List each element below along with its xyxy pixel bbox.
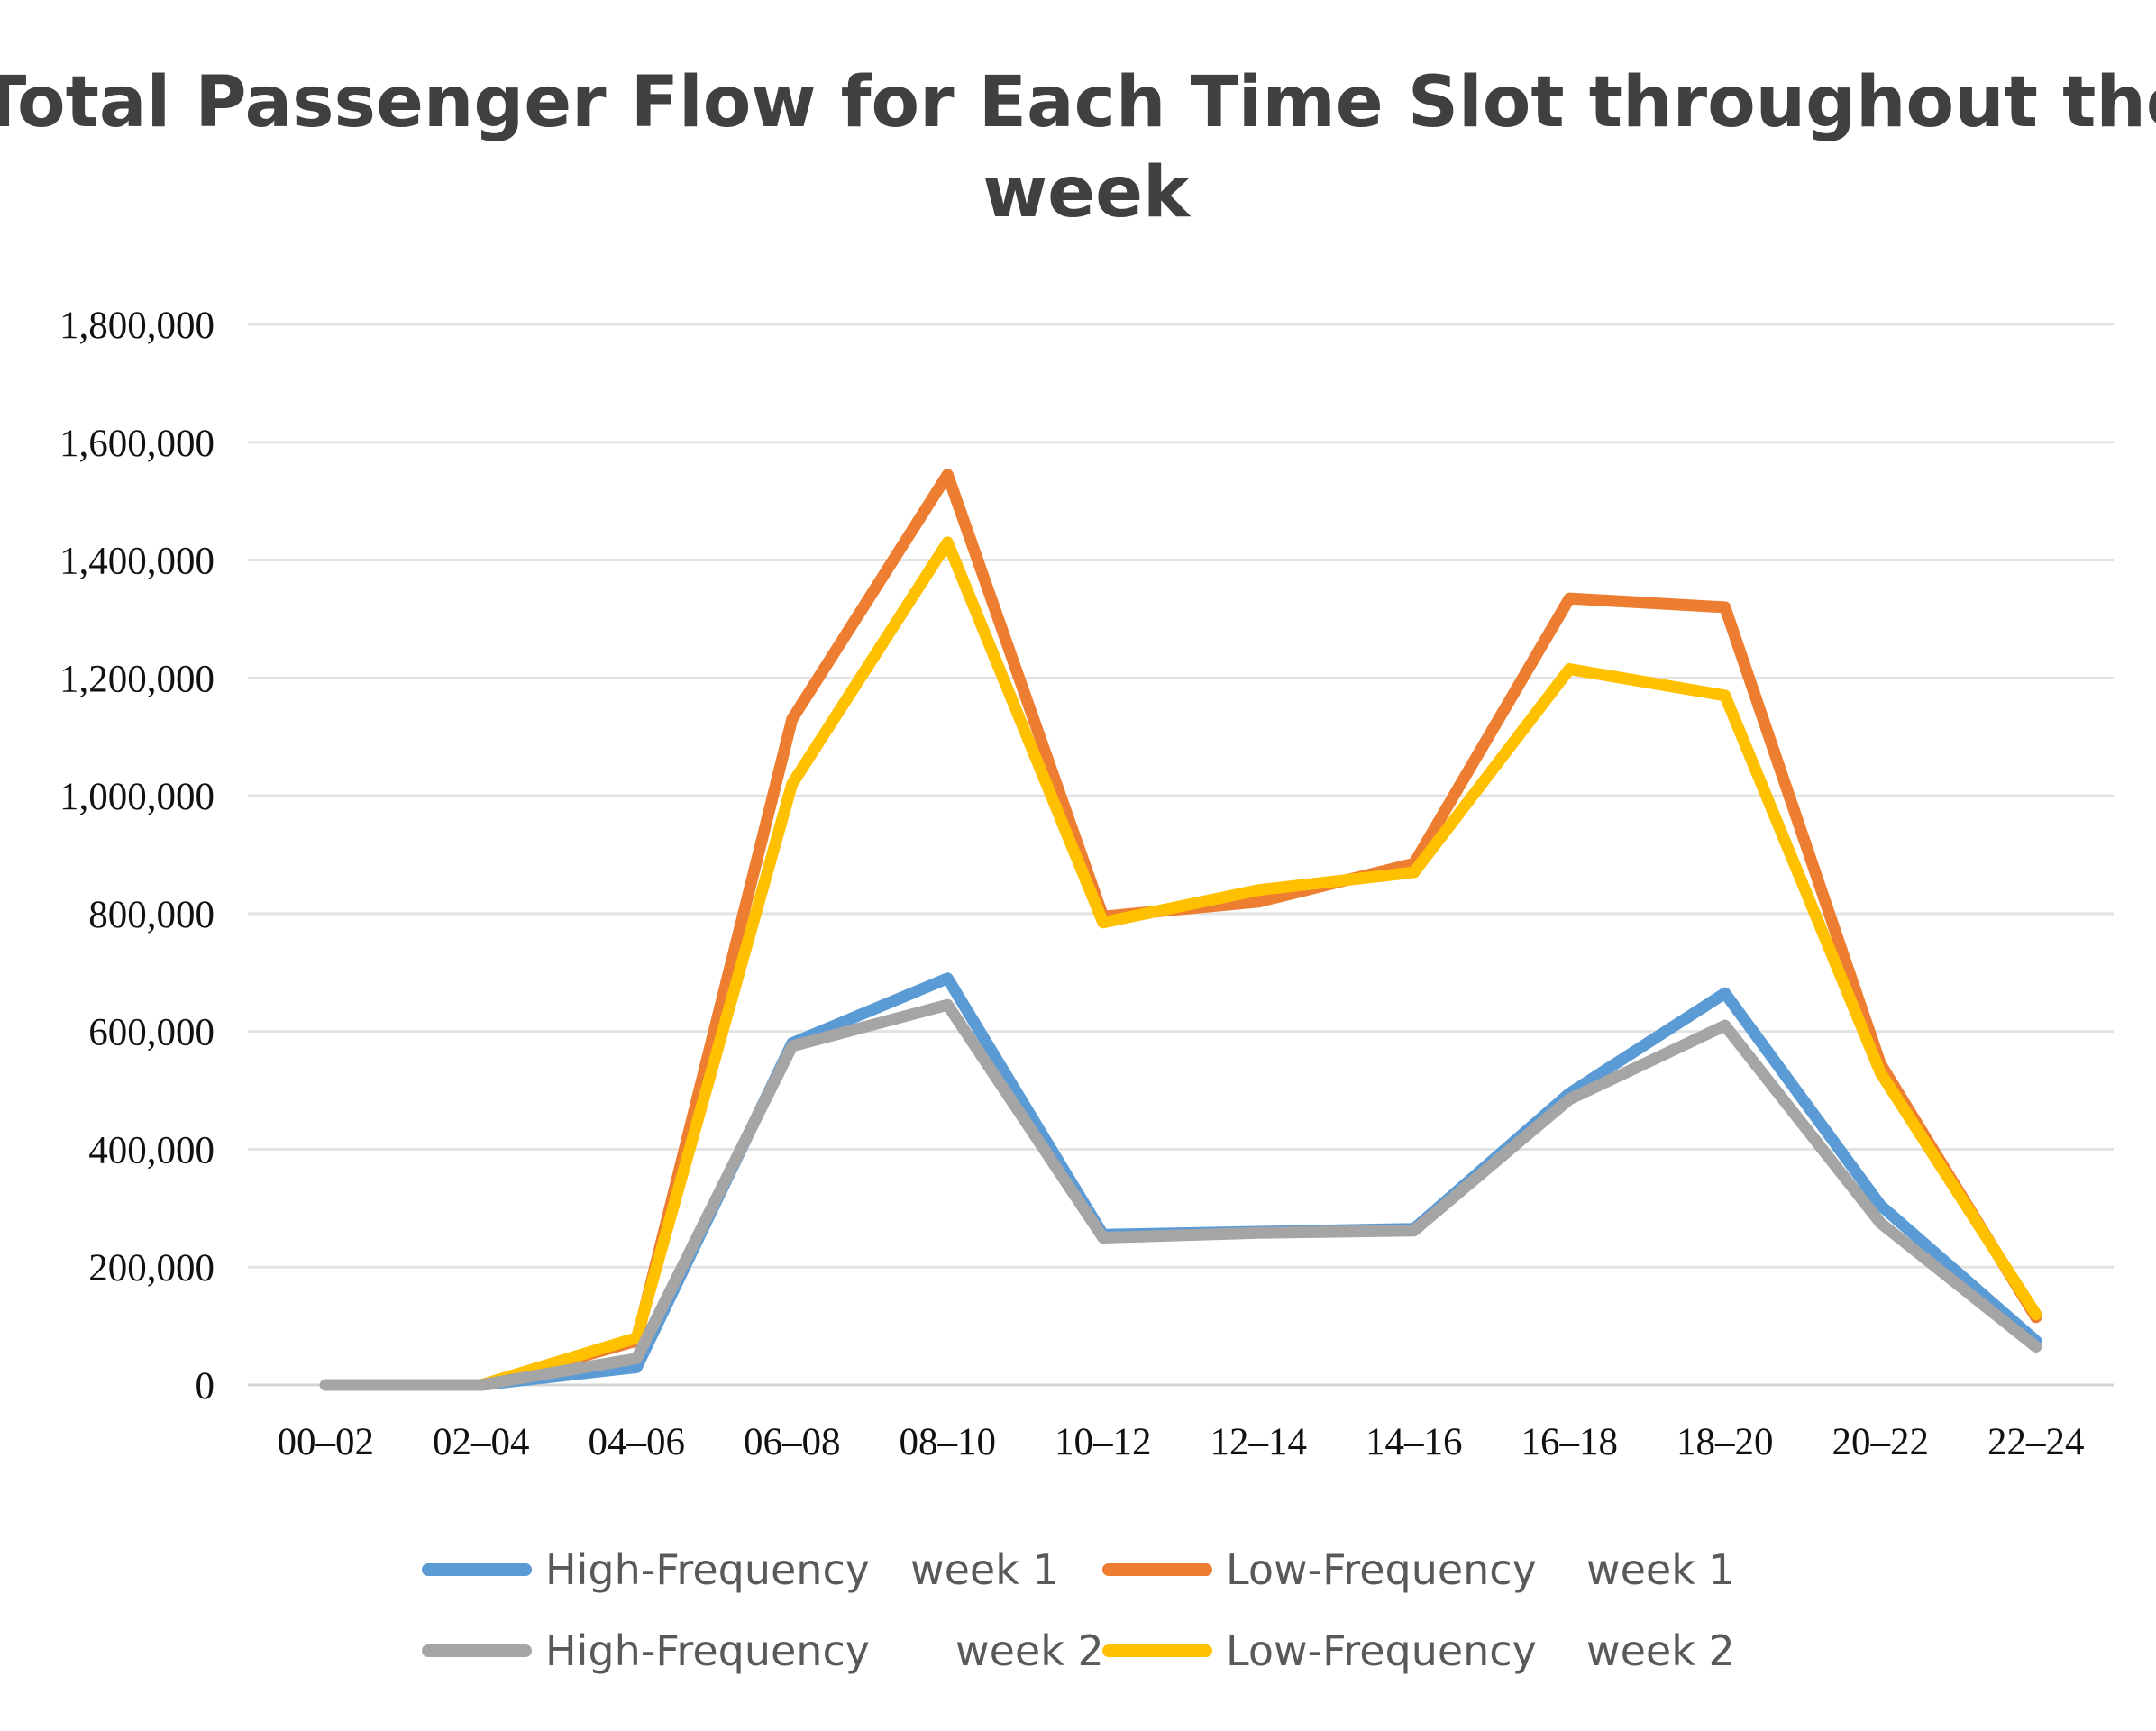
series-line-low-frequency-week2 — [319, 536, 2042, 1391]
x-tick-label: 04–06 — [589, 1421, 686, 1463]
x-tick-label: 08–10 — [900, 1421, 997, 1463]
chart-title-line-1: Total Passenger Flow for Each Time Slot … — [0, 62, 2156, 143]
legend-item: Low-Frequency week 2 — [1102, 1626, 1735, 1675]
series-line-low-frequency-week1 — [319, 469, 2042, 1391]
y-tick-label: 1,400,000 — [59, 541, 215, 583]
x-tick-label: 14–16 — [1366, 1421, 1463, 1463]
x-tick-label: 02–04 — [433, 1421, 530, 1463]
legend-series-week: week 1 — [1586, 1545, 1735, 1594]
legend-series-name: Low-Frequency — [1226, 1626, 1537, 1675]
chart-title: Total Passenger Flow for Each Time Slot … — [0, 62, 2156, 233]
legend-series-week: week 2 — [955, 1626, 1104, 1675]
gridlines — [248, 323, 2114, 1387]
legend-series-name: High-Frequency — [545, 1626, 870, 1675]
x-tick-label: 22–24 — [1987, 1421, 2085, 1463]
y-tick-label: 1,600,000 — [59, 423, 215, 465]
legend-item: High-Frequency week 2 — [422, 1626, 1104, 1675]
x-tick-label: 20–22 — [1832, 1421, 1930, 1463]
legend-item: Low-Frequency week 1 — [1102, 1545, 1735, 1594]
legend-series-week: week 1 — [910, 1545, 1059, 1594]
legend-series-week: week 2 — [1586, 1626, 1735, 1675]
x-tick-label: 00–02 — [278, 1421, 375, 1463]
x-tick-label: 18–20 — [1676, 1421, 1774, 1463]
legend-series-name: High-Frequency — [545, 1545, 870, 1594]
series-line-high-frequency-week1 — [319, 972, 2042, 1391]
y-axis-tick-labels: 0 200,000 400,000 600,000 800,000 1,000,000 1,… — [59, 305, 215, 1408]
x-tick-label: 16–18 — [1521, 1421, 1619, 1463]
chart-title-line-2: week — [982, 152, 1192, 233]
y-tick-label: 800,000 — [88, 894, 215, 936]
x-tick-label: 12–14 — [1210, 1421, 1308, 1463]
y-tick-label: 1,800,000 — [59, 305, 215, 347]
x-axis-tick-labels: 00–02 02–04 04–06 06–08 08–10 10–12 12–14 14–16… — [278, 1421, 2085, 1463]
x-tick-label: 06–08 — [744, 1421, 841, 1463]
y-tick-label: 1,000,000 — [59, 776, 215, 818]
y-tick-label: 200,000 — [88, 1247, 215, 1289]
legend-series-name: Low-Frequency — [1226, 1545, 1537, 1594]
y-tick-label: 600,000 — [88, 1012, 215, 1054]
y-tick-label: 1,200,000 — [59, 658, 215, 700]
legend-item: High-Frequency week 1 — [422, 1545, 1059, 1594]
y-tick-label: 400,000 — [88, 1129, 215, 1171]
series-lines — [319, 469, 2042, 1391]
legend: High-Frequency week 1 Low-Frequency week 1H… — [422, 1545, 1735, 1675]
x-tick-label: 10–12 — [1055, 1421, 1152, 1463]
y-tick-label: 0 — [196, 1365, 215, 1408]
series-line-high-frequency-week2 — [319, 998, 2042, 1391]
